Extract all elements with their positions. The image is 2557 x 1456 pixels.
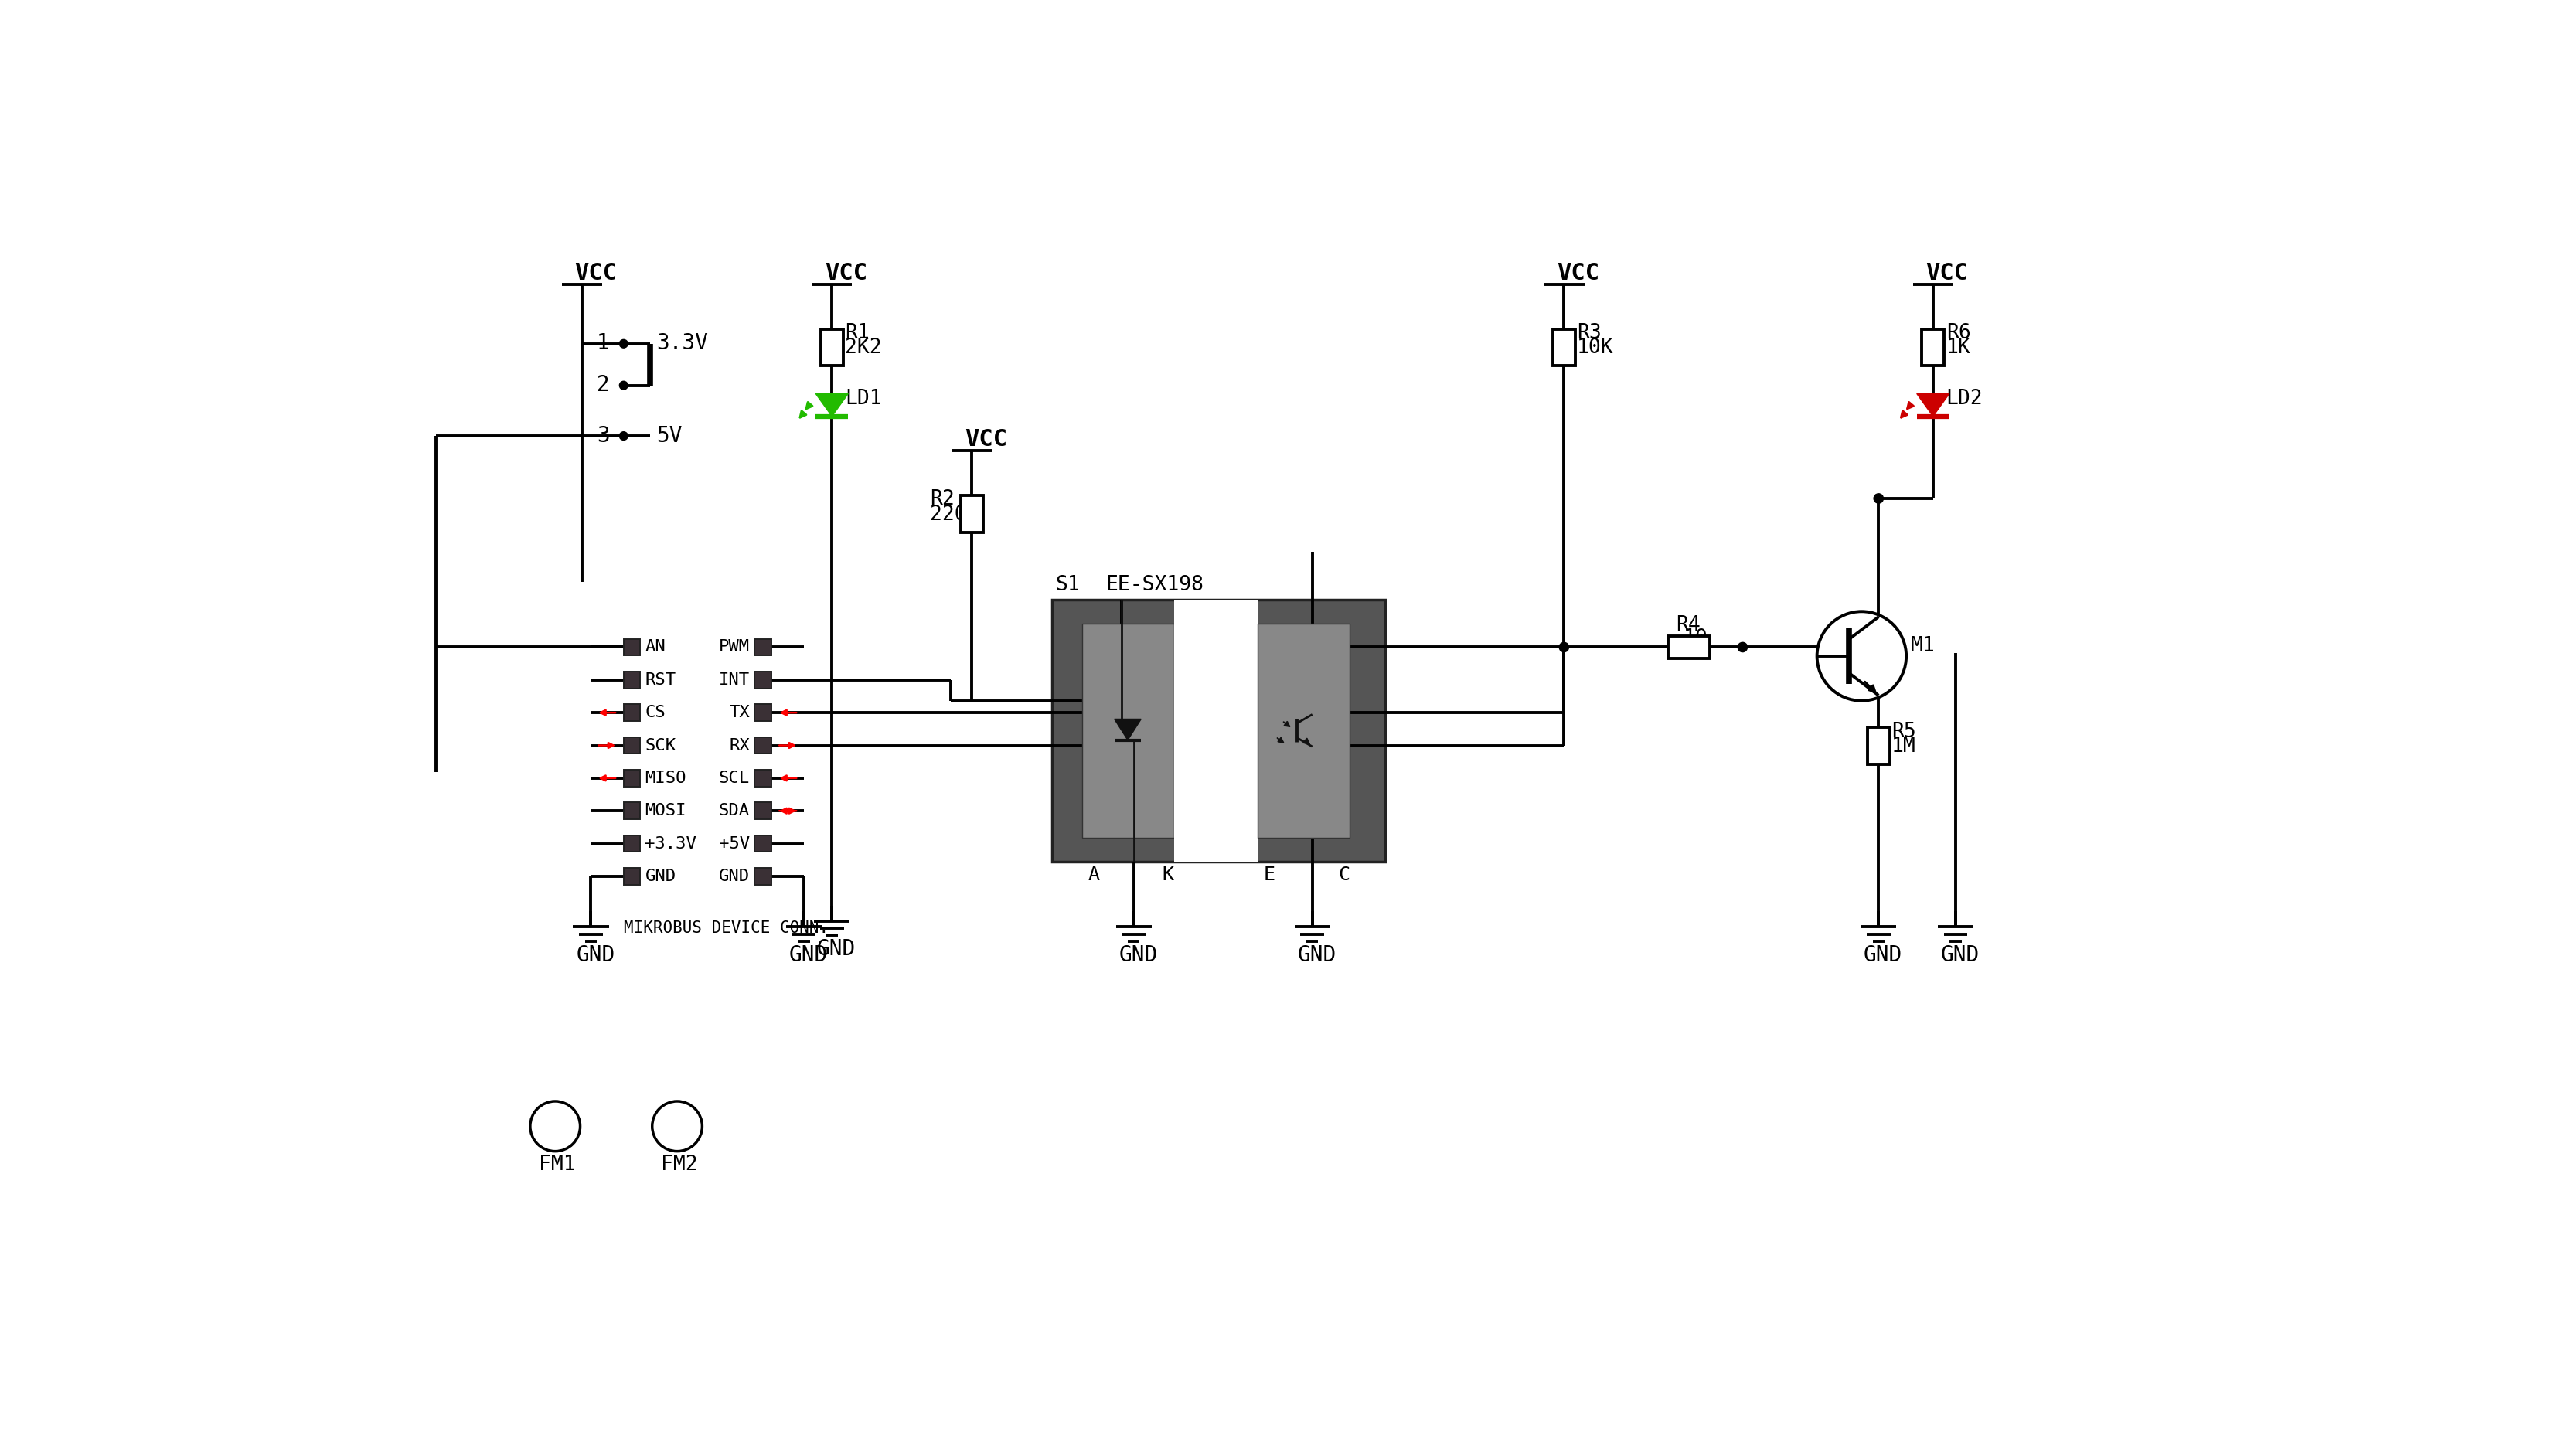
Text: RX: RX <box>729 738 749 753</box>
Bar <box>624 836 639 852</box>
Text: VCC: VCC <box>964 428 1007 451</box>
Text: 1: 1 <box>596 332 609 354</box>
Bar <box>754 836 772 852</box>
Bar <box>624 802 639 820</box>
Bar <box>1867 728 1890 764</box>
Text: EE-SX198: EE-SX198 <box>1105 575 1204 596</box>
Bar <box>624 671 639 689</box>
Text: 3.3V: 3.3V <box>657 332 708 354</box>
Text: 2K2: 2K2 <box>844 338 882 358</box>
Text: 5V: 5V <box>657 425 683 447</box>
Text: VCC: VCC <box>1925 262 1969 284</box>
Text: TX: TX <box>729 705 749 721</box>
Circle shape <box>1874 494 1885 504</box>
Text: 10: 10 <box>1683 628 1708 648</box>
Text: GND: GND <box>1941 945 1979 965</box>
Text: R5: R5 <box>1892 722 1915 741</box>
Text: FM2: FM2 <box>662 1155 698 1175</box>
Text: RST: RST <box>644 673 675 687</box>
Circle shape <box>1739 642 1746 652</box>
Bar <box>754 770 772 786</box>
Bar <box>754 737 772 754</box>
Text: GND: GND <box>1864 945 1902 965</box>
Bar <box>1667 636 1711 658</box>
Bar <box>754 671 772 689</box>
Text: VCC: VCC <box>1557 262 1601 284</box>
Bar <box>624 639 639 655</box>
Text: MOSI: MOSI <box>644 804 685 818</box>
Text: M1: M1 <box>1910 636 1936 657</box>
Bar <box>1258 623 1350 837</box>
Text: R4: R4 <box>1675 614 1700 635</box>
Text: R6: R6 <box>1946 323 1971 344</box>
Bar <box>624 770 639 786</box>
Bar <box>754 705 772 721</box>
Bar <box>961 495 982 533</box>
Bar <box>1051 600 1386 862</box>
Text: LD2: LD2 <box>1946 389 1982 409</box>
Text: GND: GND <box>1120 945 1158 965</box>
Text: 220: 220 <box>931 504 967 524</box>
Bar <box>624 705 639 721</box>
Text: R3: R3 <box>1578 323 1601 344</box>
Circle shape <box>1560 642 1570 652</box>
Polygon shape <box>1918 393 1948 416</box>
Text: K: K <box>1163 866 1174 884</box>
Bar <box>1174 600 1258 862</box>
Text: 3: 3 <box>596 425 609 447</box>
Text: AN: AN <box>644 639 665 655</box>
Bar <box>624 737 639 754</box>
Text: GND: GND <box>790 945 828 965</box>
Bar <box>754 868 772 885</box>
Circle shape <box>619 381 629 390</box>
Text: GND: GND <box>818 939 857 960</box>
Text: LD1: LD1 <box>844 389 882 409</box>
Circle shape <box>652 1101 703 1152</box>
Text: E: E <box>1263 866 1276 884</box>
Bar <box>754 802 772 820</box>
Circle shape <box>1818 612 1908 700</box>
Bar <box>1923 329 1943 365</box>
Text: 1K: 1K <box>1946 338 1971 358</box>
Bar <box>821 329 844 365</box>
Polygon shape <box>816 393 849 416</box>
Bar <box>754 639 772 655</box>
Text: R2: R2 <box>931 489 954 510</box>
Text: SCL: SCL <box>719 770 749 786</box>
Circle shape <box>529 1101 580 1152</box>
Text: +5V: +5V <box>719 836 749 852</box>
Text: GND: GND <box>719 869 749 884</box>
Text: S1: S1 <box>1056 575 1079 596</box>
Text: INT: INT <box>719 673 749 687</box>
Text: 10K: 10K <box>1578 338 1613 358</box>
Text: SDA: SDA <box>719 804 749 818</box>
Text: 1M: 1M <box>1892 737 1915 757</box>
Bar <box>624 868 639 885</box>
Circle shape <box>619 339 629 348</box>
Text: MIKROBUS DEVICE CONN.: MIKROBUS DEVICE CONN. <box>624 920 828 936</box>
Text: C: C <box>1337 866 1350 884</box>
Circle shape <box>619 432 629 440</box>
Text: GND: GND <box>1296 945 1337 965</box>
Text: CS: CS <box>644 705 665 721</box>
Text: 2: 2 <box>596 374 609 396</box>
Polygon shape <box>1115 719 1140 740</box>
Text: MISO: MISO <box>644 770 685 786</box>
Text: VCC: VCC <box>575 262 616 284</box>
Text: GND: GND <box>644 869 675 884</box>
Text: A: A <box>1087 866 1100 884</box>
Bar <box>1552 329 1575 365</box>
Text: SCK: SCK <box>644 738 675 753</box>
Text: R1: R1 <box>844 323 869 344</box>
Text: FM1: FM1 <box>540 1155 575 1175</box>
Text: GND: GND <box>575 945 614 965</box>
Text: VCC: VCC <box>826 262 867 284</box>
Text: +3.3V: +3.3V <box>644 836 696 852</box>
Text: PWM: PWM <box>719 639 749 655</box>
Bar <box>1082 623 1174 837</box>
